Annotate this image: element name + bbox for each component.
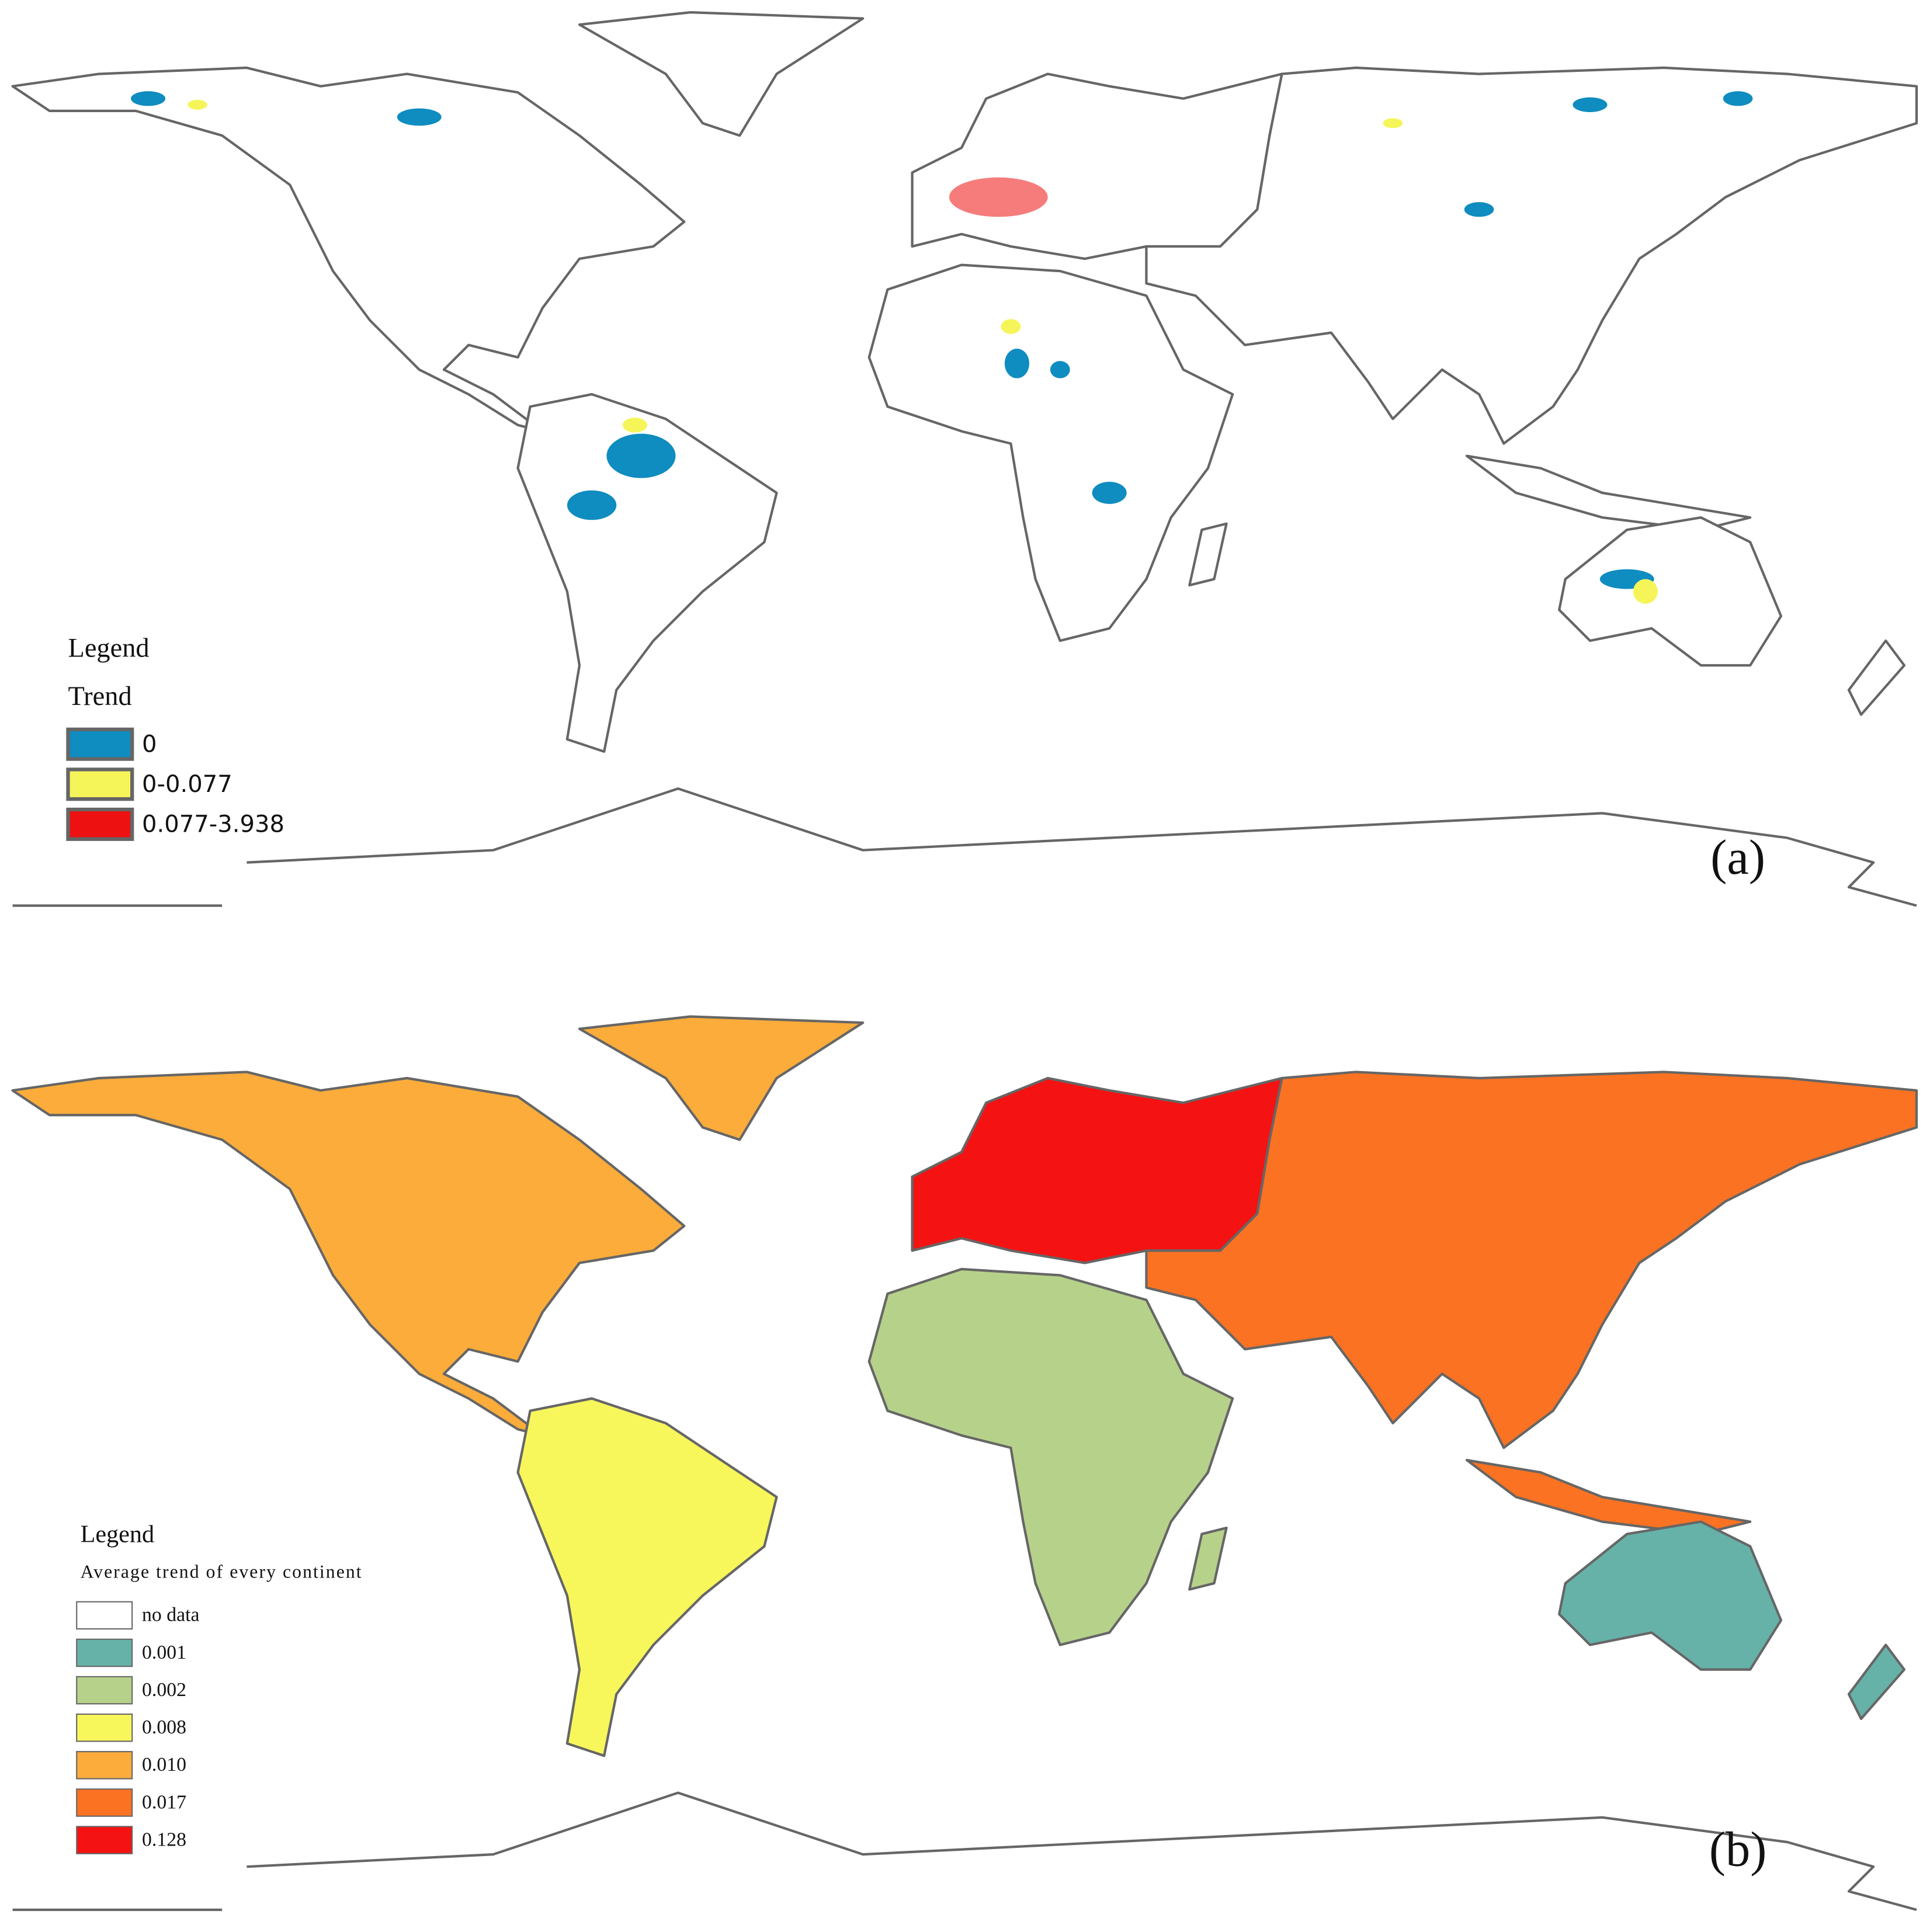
legend-swatch bbox=[76, 1638, 133, 1667]
legend-swatch bbox=[76, 1713, 133, 1742]
trend-patches bbox=[131, 91, 1753, 604]
legend-swatch bbox=[76, 1601, 133, 1630]
legend-swatch bbox=[76, 1751, 133, 1780]
legend-label: 0.010 bbox=[142, 1754, 186, 1775]
legend-swatch bbox=[66, 727, 134, 761]
panel-b: Legend Average trend of every continent … bbox=[13, 1016, 1917, 1910]
legend-title: Legend bbox=[68, 634, 149, 663]
legend: no data 0.001 0.002 0.008 0.010 0.017 0.128 bbox=[76, 1601, 199, 1854]
legend-label: 0.077-3.938 bbox=[142, 811, 284, 838]
legend-subtitle: Trend bbox=[68, 682, 131, 711]
legend-swatch bbox=[76, 1788, 133, 1817]
legend-subtitle: Average trend of every continent bbox=[81, 1561, 363, 1582]
legend-label: 0 bbox=[142, 731, 157, 757]
panel-label: (b) bbox=[1709, 1822, 1766, 1877]
land bbox=[13, 12, 1917, 906]
legend-swatch bbox=[76, 1676, 133, 1705]
panel-label: (a) bbox=[1710, 831, 1765, 885]
legend-label: 0.001 bbox=[142, 1642, 186, 1663]
legend-swatch bbox=[76, 1826, 133, 1854]
continents bbox=[13, 1016, 1917, 1910]
legend-label: 0.017 bbox=[142, 1791, 186, 1813]
legend-label: 0.008 bbox=[142, 1716, 186, 1738]
legend-label: no data bbox=[142, 1604, 199, 1626]
panel-a: Legend Trend 0 0-0.077 0.077-3.938 (a) bbox=[13, 12, 1917, 906]
legend-label: 0.128 bbox=[142, 1829, 186, 1850]
legend-swatch bbox=[66, 767, 134, 801]
legend-label: 0.002 bbox=[142, 1679, 186, 1701]
legend-swatch bbox=[66, 807, 134, 841]
legend-label: 0-0.077 bbox=[142, 771, 232, 798]
legend: 0 0-0.077 0.077-3.938 bbox=[66, 727, 284, 841]
legend-title: Legend bbox=[81, 1520, 155, 1548]
